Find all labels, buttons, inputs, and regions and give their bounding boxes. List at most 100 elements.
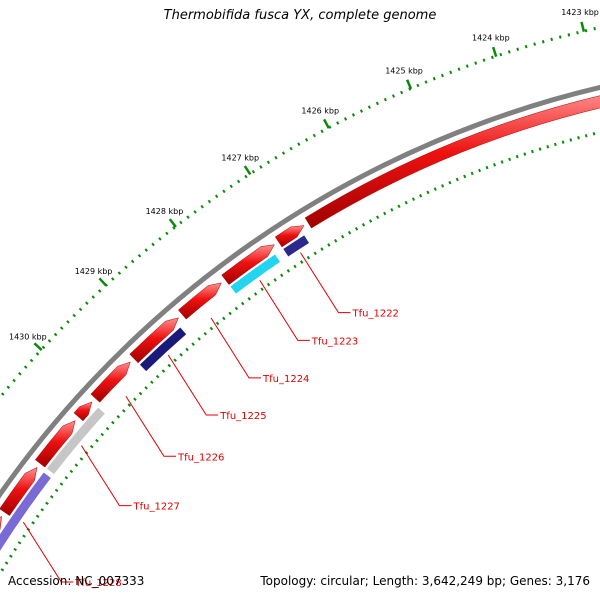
inner-tick-mark (515, 154, 519, 159)
outer-tick-mark (304, 138, 309, 142)
outer-tick-mark (383, 97, 387, 102)
outer-tick-mark (236, 179, 241, 184)
inner-tick-mark (546, 145, 550, 149)
outer-tick-mark (6, 385, 11, 389)
kbp-tick-label: 1430 kbp (9, 333, 47, 342)
inner-tick-mark (313, 251, 317, 256)
cds-arrow (0, 515, 3, 531)
gene-label[interactable]: Tfu_1224 (262, 374, 309, 385)
kbp-tick-label: 1425 kbp (385, 67, 423, 76)
inner-tick-mark (441, 184, 445, 188)
kbp-tick-label: 1427 kbp (221, 154, 259, 163)
outer-tick-mark (266, 160, 271, 165)
cds-arrow (221, 244, 275, 285)
outer-tick-mark (281, 151, 286, 155)
inner-tick-mark (306, 255, 311, 260)
outer-tick-mark (297, 142, 301, 146)
inner-tick-mark (390, 208, 394, 212)
map-title: Thermobifida fusca YX, complete genome (163, 8, 437, 23)
outer-tick-mark (465, 64, 469, 68)
kbp-tick-label: 1426 kbp (301, 107, 339, 116)
inner-tick-mark (300, 260, 304, 264)
outer-tick-mark (507, 50, 511, 54)
gene-label-leader (167, 354, 219, 416)
outer-tick-mark (193, 210, 197, 214)
inner-tick-mark (89, 444, 94, 449)
outer-tick-mark (18, 372, 22, 376)
inner-tick-mark (49, 495, 54, 499)
kbp-tick-label: 1423 kbp (561, 8, 599, 17)
inner-tick-mark (508, 157, 512, 162)
inner-tick-mark (253, 292, 258, 296)
outer-tick-mark (440, 73, 444, 78)
inner-tick-mark (411, 197, 416, 201)
gene-label[interactable]: Tfu_1228 (74, 578, 121, 589)
cog-band (139, 327, 187, 372)
outer-tick-mark (59, 326, 64, 330)
inner-tick-mark (577, 136, 580, 140)
cds-arrow (73, 401, 93, 422)
inner-tick-mark (173, 358, 177, 362)
inner-tick-mark (122, 409, 126, 413)
cds-arrow (129, 317, 179, 364)
major-tick-mark (243, 165, 252, 176)
inner-tick-mark (161, 369, 166, 373)
inner-tick-mark (138, 391, 143, 396)
inner-tick-mark (531, 149, 534, 154)
major-tick-mark (322, 118, 330, 129)
inner-tick-mark (485, 165, 489, 170)
outer-tick-mark (457, 67, 461, 71)
gene-label[interactable]: Tfu_1223 (311, 336, 358, 347)
outer-tick-mark (482, 58, 486, 62)
inner-tick-mark (13, 547, 17, 552)
inner-tick-mark (167, 363, 172, 368)
major-tick-mark (168, 218, 177, 228)
outer-tick-mark (41, 345, 46, 350)
outer-tick-mark (130, 259, 135, 264)
inner-tick-mark (341, 234, 345, 239)
inner-tick-mark (266, 282, 271, 287)
gene-label[interactable]: Tfu_1226 (177, 452, 224, 463)
inner-tick-mark (203, 331, 207, 336)
gene-label[interactable]: Tfu_1227 (133, 502, 180, 513)
outer-tick-mark (593, 26, 596, 31)
gene-label-leader (300, 252, 351, 314)
kbp-tick-label: 1424 kbp (472, 34, 510, 43)
outer-tick-mark (533, 42, 537, 46)
gene-label-leader (210, 317, 261, 379)
outer-tick-mark (200, 204, 204, 209)
inner-tick-mark (500, 160, 504, 164)
major-tick-mark (491, 46, 498, 57)
cog-band (283, 235, 310, 257)
inner-tick-mark (354, 227, 359, 231)
inner-tick-mark (150, 380, 154, 385)
outer-tick-mark (432, 76, 436, 81)
inner-tick-mark (334, 238, 338, 243)
outer-tick-mark (351, 113, 356, 117)
inner-tick-mark (368, 219, 373, 223)
inner-tick-mark (215, 321, 220, 326)
outer-tick-mark (558, 35, 562, 39)
cds-arrow (90, 361, 131, 403)
inner-tick-mark (144, 386, 148, 390)
inner-tick-mark (426, 190, 430, 195)
inner-tick-mark (22, 534, 26, 538)
major-tick-mark (580, 21, 586, 32)
gene-label[interactable]: Tfu_1225 (219, 411, 266, 422)
inner-tick-mark (569, 138, 573, 142)
inner-tick-mark (185, 347, 189, 352)
inner-tick-mark (478, 168, 482, 173)
inner-tick-mark (0, 568, 5, 572)
outer-tick-mark (91, 295, 96, 299)
inner-tick-mark (155, 374, 160, 379)
outer-tick-mark (424, 80, 428, 84)
outer-tick-mark (117, 271, 122, 275)
inner-tick-mark (553, 142, 557, 147)
cds-arrow (274, 225, 305, 248)
inner-tick-mark (74, 463, 79, 467)
outer-tick-mark (23, 365, 28, 369)
cog-band (0, 472, 51, 552)
gene-label[interactable]: Tfu_1222 (352, 309, 399, 320)
outer-tick-mark (144, 248, 148, 252)
inner-tick-mark (31, 521, 35, 525)
